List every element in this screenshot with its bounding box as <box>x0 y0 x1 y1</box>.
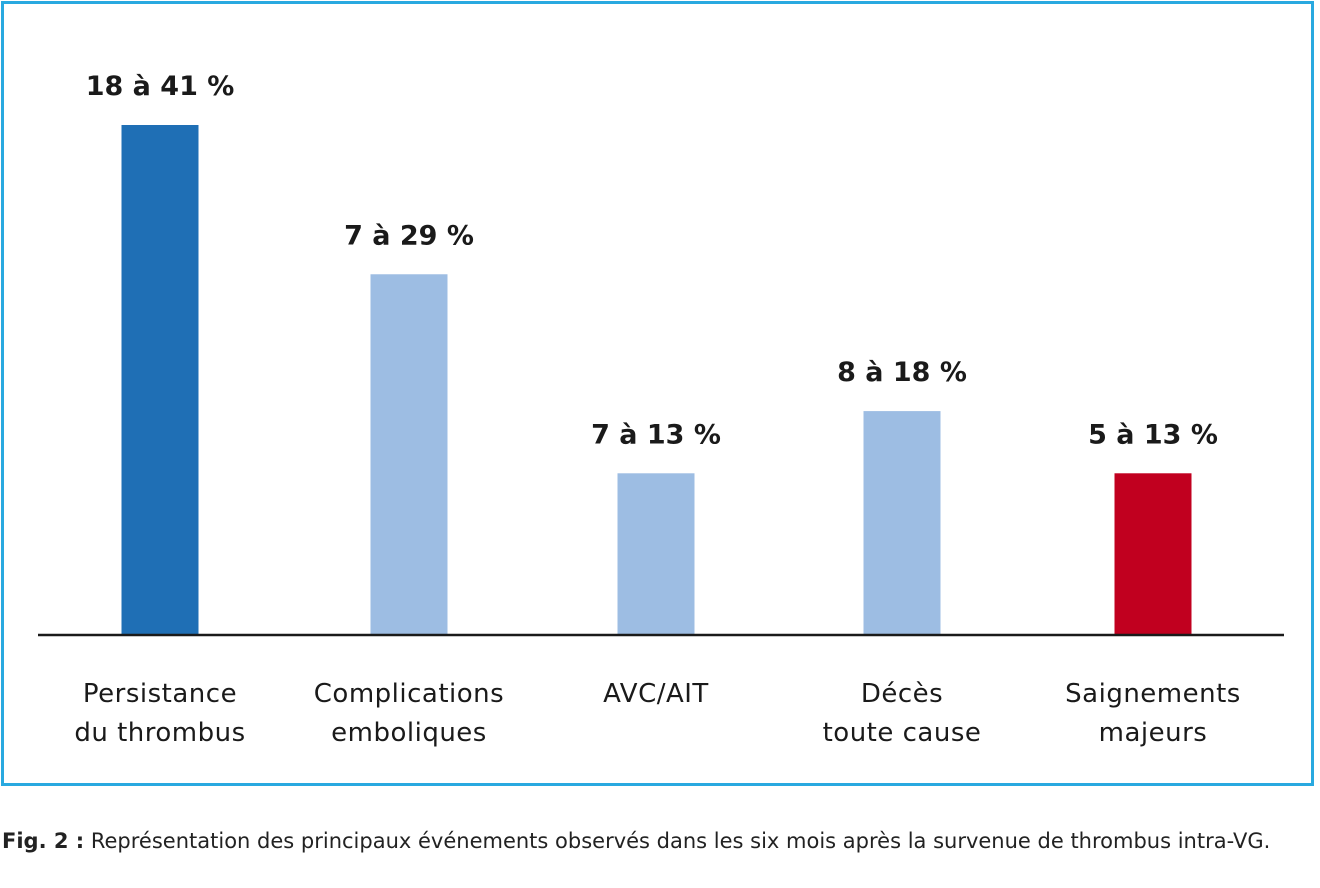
caption-text: Représentation des principaux événements… <box>84 829 1271 853</box>
caption-label: Fig. 2 : <box>2 829 85 853</box>
category-label-4-line-2: toute cause <box>823 718 982 748</box>
category-label-2-line-1: Complications <box>314 679 504 709</box>
value-label-3: 7 à 13 % <box>591 419 721 450</box>
category-label-4-line-1: Décès <box>861 679 943 709</box>
figure-caption: Fig. 2 : Représentation des principaux é… <box>2 827 1318 855</box>
category-label-1-line-1: Persistance <box>83 679 237 709</box>
bar-1 <box>121 125 199 635</box>
category-label-5-line-1: Saignements <box>1065 679 1241 709</box>
category-label-3-line-1: AVC/AIT <box>603 679 709 709</box>
bar-3 <box>617 473 695 635</box>
bar-4 <box>863 411 941 635</box>
value-label-4: 8 à 18 % <box>837 357 967 388</box>
chart-frame <box>1 1 1314 786</box>
bar-2 <box>370 274 448 635</box>
value-label-5: 5 à 13 % <box>1088 419 1218 450</box>
category-label-2-line-2: emboliques <box>331 718 487 748</box>
value-label-1: 18 à 41 % <box>86 71 235 102</box>
category-label-1-line-2: du thrombus <box>74 718 245 748</box>
value-label-2: 7 à 29 % <box>344 220 474 251</box>
bar-chart: 18 à 41 % Persistance du thrombus 7 à 29 % C… <box>38 71 1284 748</box>
bar-5 <box>1114 473 1192 635</box>
category-label-5-line-2: majeurs <box>1099 718 1208 748</box>
